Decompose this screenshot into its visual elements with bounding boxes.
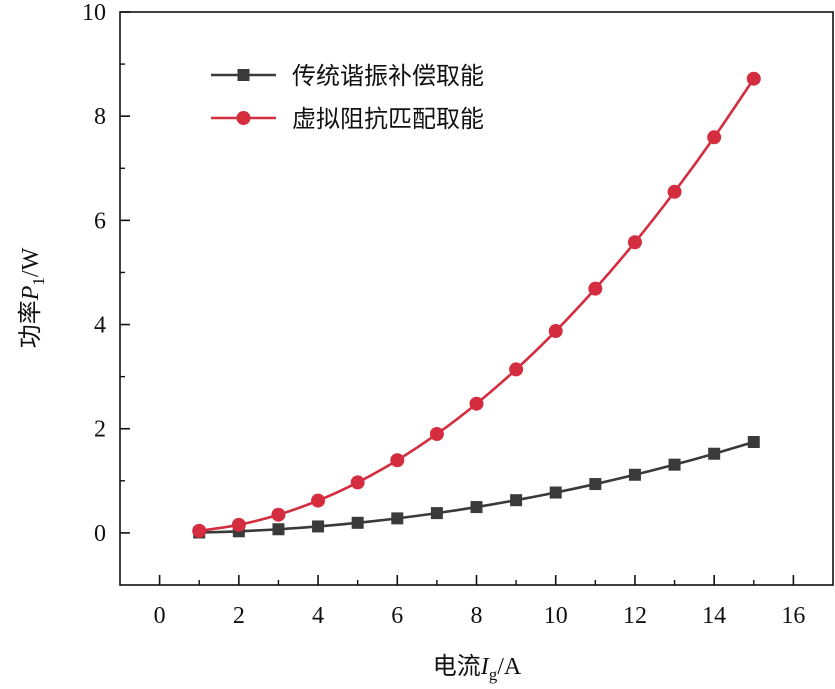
x-tick-label: 12 [623, 603, 647, 629]
data-point [588, 281, 603, 296]
data-point [390, 453, 405, 468]
series-1 [193, 436, 760, 539]
data-point [746, 71, 761, 86]
y-tick-label: 10 [82, 0, 106, 26]
data-point [707, 130, 722, 145]
y-tick-label: 6 [94, 208, 106, 234]
plot-area-border [119, 11, 834, 586]
legend-label: 传统谐振补偿取能 [292, 62, 484, 90]
y-tick-label: 8 [94, 104, 106, 130]
y-axis-title: 功率P1/W [16, 247, 48, 348]
data-point [391, 512, 404, 525]
data-point [430, 507, 443, 520]
data-point [272, 523, 285, 536]
axis-ticks: 0 2 4 6 8 10 12 14 16 0 2 4 6 8 10 [82, 0, 805, 629]
data-point [192, 523, 207, 538]
x-tick-label: 2 [233, 603, 245, 629]
data-point [627, 235, 642, 250]
x-tick-label: 6 [391, 603, 403, 629]
data-point [589, 478, 602, 491]
data-point [351, 516, 364, 529]
x-tick-label: 16 [781, 603, 805, 629]
data-point [350, 475, 365, 490]
data-point [509, 362, 524, 377]
plot-frame [119, 11, 834, 586]
data-point [231, 517, 246, 532]
data-point [470, 501, 483, 514]
data-point [747, 436, 760, 449]
data-point [469, 396, 484, 411]
legend-marker [236, 111, 251, 125]
legend-item-1: 传统谐振补偿取能 [211, 62, 484, 90]
data-point [429, 426, 444, 441]
x-axis-title: 电流Ig/A [433, 652, 522, 684]
legend-item-2: 虚拟阻抗匹配取能 [211, 105, 484, 133]
y-tick-label: 2 [94, 417, 106, 443]
series-2 [192, 71, 761, 538]
x-tick-label: 8 [471, 603, 483, 629]
x-tick-label: 4 [312, 603, 324, 629]
data-point [311, 493, 326, 508]
data-point [312, 520, 325, 533]
x-tick-label: 14 [702, 603, 726, 629]
data-point [708, 447, 721, 460]
x-tick-label: 10 [544, 603, 568, 629]
data-point [271, 507, 286, 522]
legend-marker [237, 69, 250, 81]
data-point [668, 458, 681, 471]
legend-label: 虚拟阻抗匹配取能 [292, 105, 484, 133]
y-tick-label: 4 [94, 313, 106, 339]
data-point [667, 184, 682, 199]
data-point [510, 494, 523, 507]
series-lines [192, 71, 761, 539]
y-tick-label: 0 [94, 521, 106, 547]
data-point [548, 324, 563, 339]
data-point [549, 486, 562, 499]
x-tick-label: 0 [154, 603, 166, 629]
data-point [628, 468, 641, 481]
